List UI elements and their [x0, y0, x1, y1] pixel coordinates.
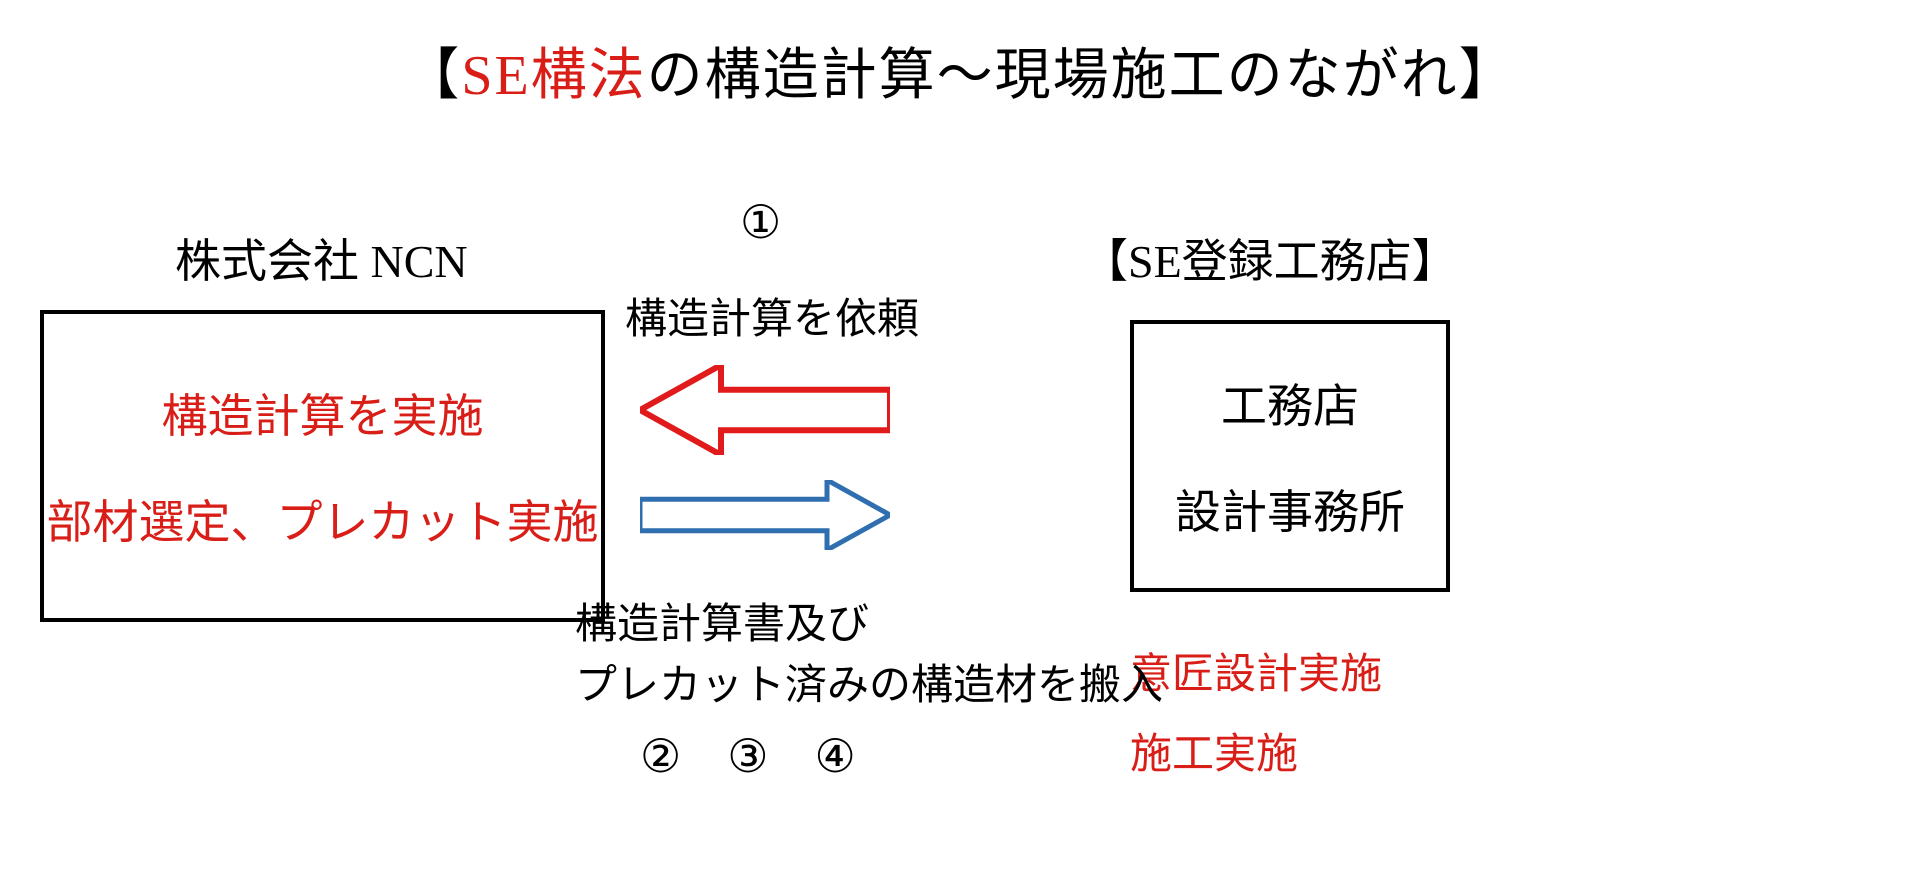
registered-contractor-label: 【SE登録工務店】 [1082, 225, 1458, 291]
title-bracket-open: 【 [403, 45, 461, 107]
contractor-below-1: 意匠設計実施 [1130, 640, 1382, 701]
ncn-company-label: 株式会社 NCN [175, 225, 468, 291]
title-highlight: SE構法 [461, 45, 646, 107]
contractor-box: 工務店 設計事務所 [1130, 320, 1450, 592]
steps-2-3-4: ② ③ ④ [640, 720, 856, 786]
ncn-line-1: 構造計算を実施 [44, 380, 601, 446]
bottom-arrow-caption-l2: プレカット済みの構造材を搬入 [575, 651, 1163, 712]
contractor-line-2: 設計事務所 [1134, 476, 1446, 542]
contractor-line-1: 工務店 [1134, 370, 1446, 436]
ncn-line-2: 部材選定、プレカット実施 [44, 486, 601, 552]
bottom-arrow-caption: 構造計算書及び プレカット済みの構造材を搬入 [575, 590, 1163, 712]
arrow-right-blue-icon [640, 480, 890, 550]
arrow-left-red-icon [640, 365, 890, 455]
diagram-title: 【SE構法の構造計算～現場施工のながれ】 [0, 30, 1920, 111]
top-arrow-caption: 構造計算を依頼 [625, 285, 919, 346]
contractor-below-2: 施工実施 [1130, 720, 1298, 781]
step-1-number: ① [740, 195, 781, 249]
title-rest: の構造計算～現場施工のながれ】 [647, 45, 1517, 107]
diagram-stage: 【SE構法の構造計算～現場施工のながれ】 株式会社 NCN 構造計算を実施 部材… [0, 0, 1920, 885]
bottom-arrow-caption-l1: 構造計算書及び [575, 590, 1163, 651]
ncn-box: 構造計算を実施 部材選定、プレカット実施 [40, 310, 605, 622]
